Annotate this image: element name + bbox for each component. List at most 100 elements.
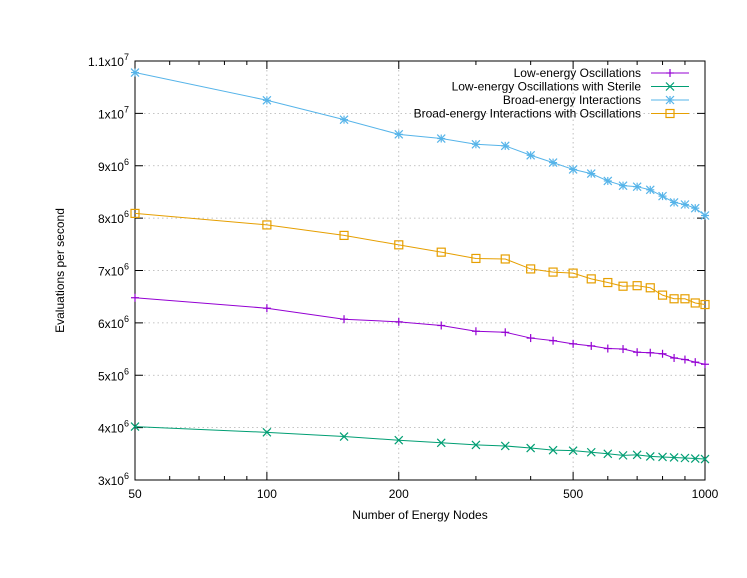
y-tick-label: 9x106 — [98, 157, 129, 174]
data-point — [645, 283, 655, 293]
data-point — [586, 169, 596, 179]
data-point — [632, 281, 642, 291]
y-tick-label: 1x107 — [98, 104, 129, 121]
data-point — [471, 253, 481, 264]
data-point — [394, 435, 404, 445]
data-point — [548, 267, 558, 277]
x-tick-label: 50 — [128, 487, 142, 501]
data-point — [603, 176, 613, 186]
data-point — [690, 298, 700, 308]
y-axis-ticks: 3x106 4x106 5x106 6x106 7x106 8x106 9x106 1x107… — [88, 52, 705, 488]
data-point — [700, 211, 710, 220]
data-point — [657, 290, 668, 300]
data-point — [680, 355, 689, 364]
data-point — [603, 344, 612, 353]
x-tick-label: 1000 — [692, 487, 719, 501]
y-tick-label: 6x106 — [98, 314, 129, 331]
legend-item: Low-energy Oscillations with Sterile — [452, 80, 689, 94]
data-point — [471, 327, 480, 336]
legend-marker — [665, 95, 675, 105]
legend-item: Broad-energy Interactions with Oscillati… — [414, 107, 689, 121]
data-point — [500, 441, 510, 451]
data-point — [437, 321, 446, 330]
data-point — [471, 440, 481, 450]
y-tick-label: 3x106 — [98, 471, 129, 488]
data-point — [700, 299, 710, 310]
data-point — [690, 203, 700, 213]
legend-label: Low-energy Oscillations with Sterile — [452, 80, 642, 94]
data-point — [436, 134, 446, 143]
data-point — [549, 336, 558, 345]
data-point — [131, 293, 139, 302]
data-point — [618, 181, 628, 191]
x-tick-label: 200 — [389, 487, 409, 501]
data-point — [262, 304, 271, 313]
legend-label: Broad-energy Interactions with Oscillati… — [414, 107, 641, 121]
x-axis-ticks: 50 100 200 500 1000 — [128, 61, 719, 501]
legend-label: Broad-energy Interactions — [503, 93, 641, 107]
data-point — [645, 185, 655, 195]
data-point — [526, 334, 535, 343]
data-point — [669, 453, 679, 462]
data-point — [691, 358, 700, 367]
series-line — [134, 426, 706, 460]
data-point — [262, 427, 272, 437]
data-point — [394, 129, 404, 139]
data-point — [680, 453, 690, 463]
data-point — [526, 264, 536, 274]
data-point — [569, 339, 578, 348]
data-point — [471, 139, 481, 149]
y-tick-label: 4x106 — [98, 419, 129, 436]
series-line — [134, 72, 706, 216]
x-axis-title: Number of Energy Nodes — [352, 508, 487, 522]
data-point — [658, 191, 667, 201]
y-tick-label: 8x106 — [98, 209, 129, 226]
y-tick-label: 5x106 — [98, 366, 129, 383]
data-point — [526, 443, 536, 453]
data-point — [680, 294, 690, 304]
series-line — [134, 212, 706, 306]
data-point — [586, 274, 596, 284]
data-point — [339, 230, 349, 241]
data-point — [670, 353, 679, 362]
data-point — [394, 240, 404, 250]
data-point — [701, 360, 709, 369]
grid — [135, 61, 705, 480]
legend-label: Low-energy Oscillations — [514, 66, 641, 80]
data-point — [633, 348, 642, 357]
data-point — [632, 450, 642, 460]
data-point — [669, 294, 679, 304]
data-point — [618, 281, 628, 291]
data-point — [394, 317, 403, 326]
series-1 — [131, 293, 709, 369]
data-point — [568, 268, 578, 278]
data-point — [436, 438, 446, 448]
data-point — [548, 445, 558, 455]
data-point — [618, 450, 628, 460]
data-point — [130, 208, 140, 219]
x-tick-label: 100 — [257, 487, 277, 501]
data-point — [658, 452, 667, 462]
data-point — [501, 328, 510, 337]
data-point — [339, 115, 349, 125]
data-point — [669, 197, 679, 207]
legend-marker — [665, 82, 675, 91]
data-point — [587, 341, 596, 350]
data-point — [340, 315, 349, 324]
series-3 — [130, 68, 710, 220]
y-axis-title: Evaluations per second — [53, 208, 67, 333]
data-point — [500, 254, 510, 264]
y-tick-label: 1.1x107 — [88, 52, 129, 69]
data-point — [262, 220, 272, 230]
data-point — [700, 454, 710, 464]
legend-item: Broad-energy Interactions — [503, 93, 689, 107]
data-point — [646, 348, 655, 357]
legend-marker — [666, 69, 674, 77]
legend-item: Low-energy Oscillations — [514, 66, 689, 80]
data-point — [262, 95, 272, 105]
data-point — [526, 150, 536, 160]
data-point — [568, 164, 578, 174]
